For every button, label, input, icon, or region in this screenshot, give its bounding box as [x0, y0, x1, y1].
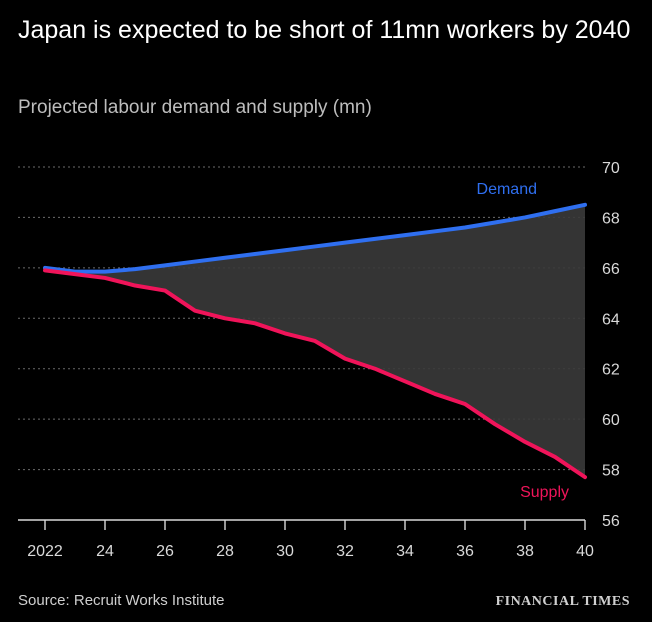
y-tick-label-58: 58: [602, 463, 620, 480]
series-line-supply: [43, 268, 587, 480]
x-tick-label-2028: 28: [216, 543, 234, 560]
grid-layer: [18, 166, 585, 521]
y-tick-label-66: 66: [602, 261, 620, 278]
y-tick-label-64: 64: [602, 311, 620, 328]
x-tick-label-2032: 32: [336, 543, 354, 560]
series-label-layer: Demand Supply: [477, 181, 569, 501]
series-label-supply: Supply: [520, 484, 569, 501]
y-tick-label-68: 68: [602, 210, 620, 227]
source-note: Source: Recruit Works Institute: [18, 592, 225, 609]
shortfall-gap-area: [45, 204, 585, 478]
chart-subtitle: Projected labour demand and supply (mn): [18, 97, 372, 118]
series-line-layer: [43, 202, 587, 480]
gap-area-layer: [45, 204, 585, 478]
y-tick-layer: 56 58 60 62 64 66 68 70: [602, 160, 620, 530]
x-tick-label-2040: 40: [576, 543, 594, 560]
x-tick-label-2022: 2022: [27, 543, 63, 560]
x-tick-layer: 2022 24 26 28 30 32 34 36 38 40: [27, 520, 594, 560]
y-tick-label-70: 70: [602, 160, 620, 177]
y-tick-label-60: 60: [602, 412, 620, 429]
series-line-demand: [43, 202, 587, 274]
x-tick-label-2030: 30: [276, 543, 294, 560]
x-tick-label-2034: 34: [396, 543, 414, 560]
series-label-demand: Demand: [477, 181, 537, 198]
x-tick-label-2036: 36: [456, 543, 474, 560]
y-tick-label-56: 56: [602, 513, 620, 530]
brand-logo-text: FINANCIAL TIMES: [495, 594, 630, 609]
x-tick-label-2024: 24: [96, 543, 114, 560]
chart-title: Japan is expected to be short of 11mn wo…: [18, 16, 631, 44]
x-tick-label-2038: 38: [516, 543, 534, 560]
y-tick-label-62: 62: [602, 362, 620, 379]
x-tick-label-2026: 26: [156, 543, 174, 560]
